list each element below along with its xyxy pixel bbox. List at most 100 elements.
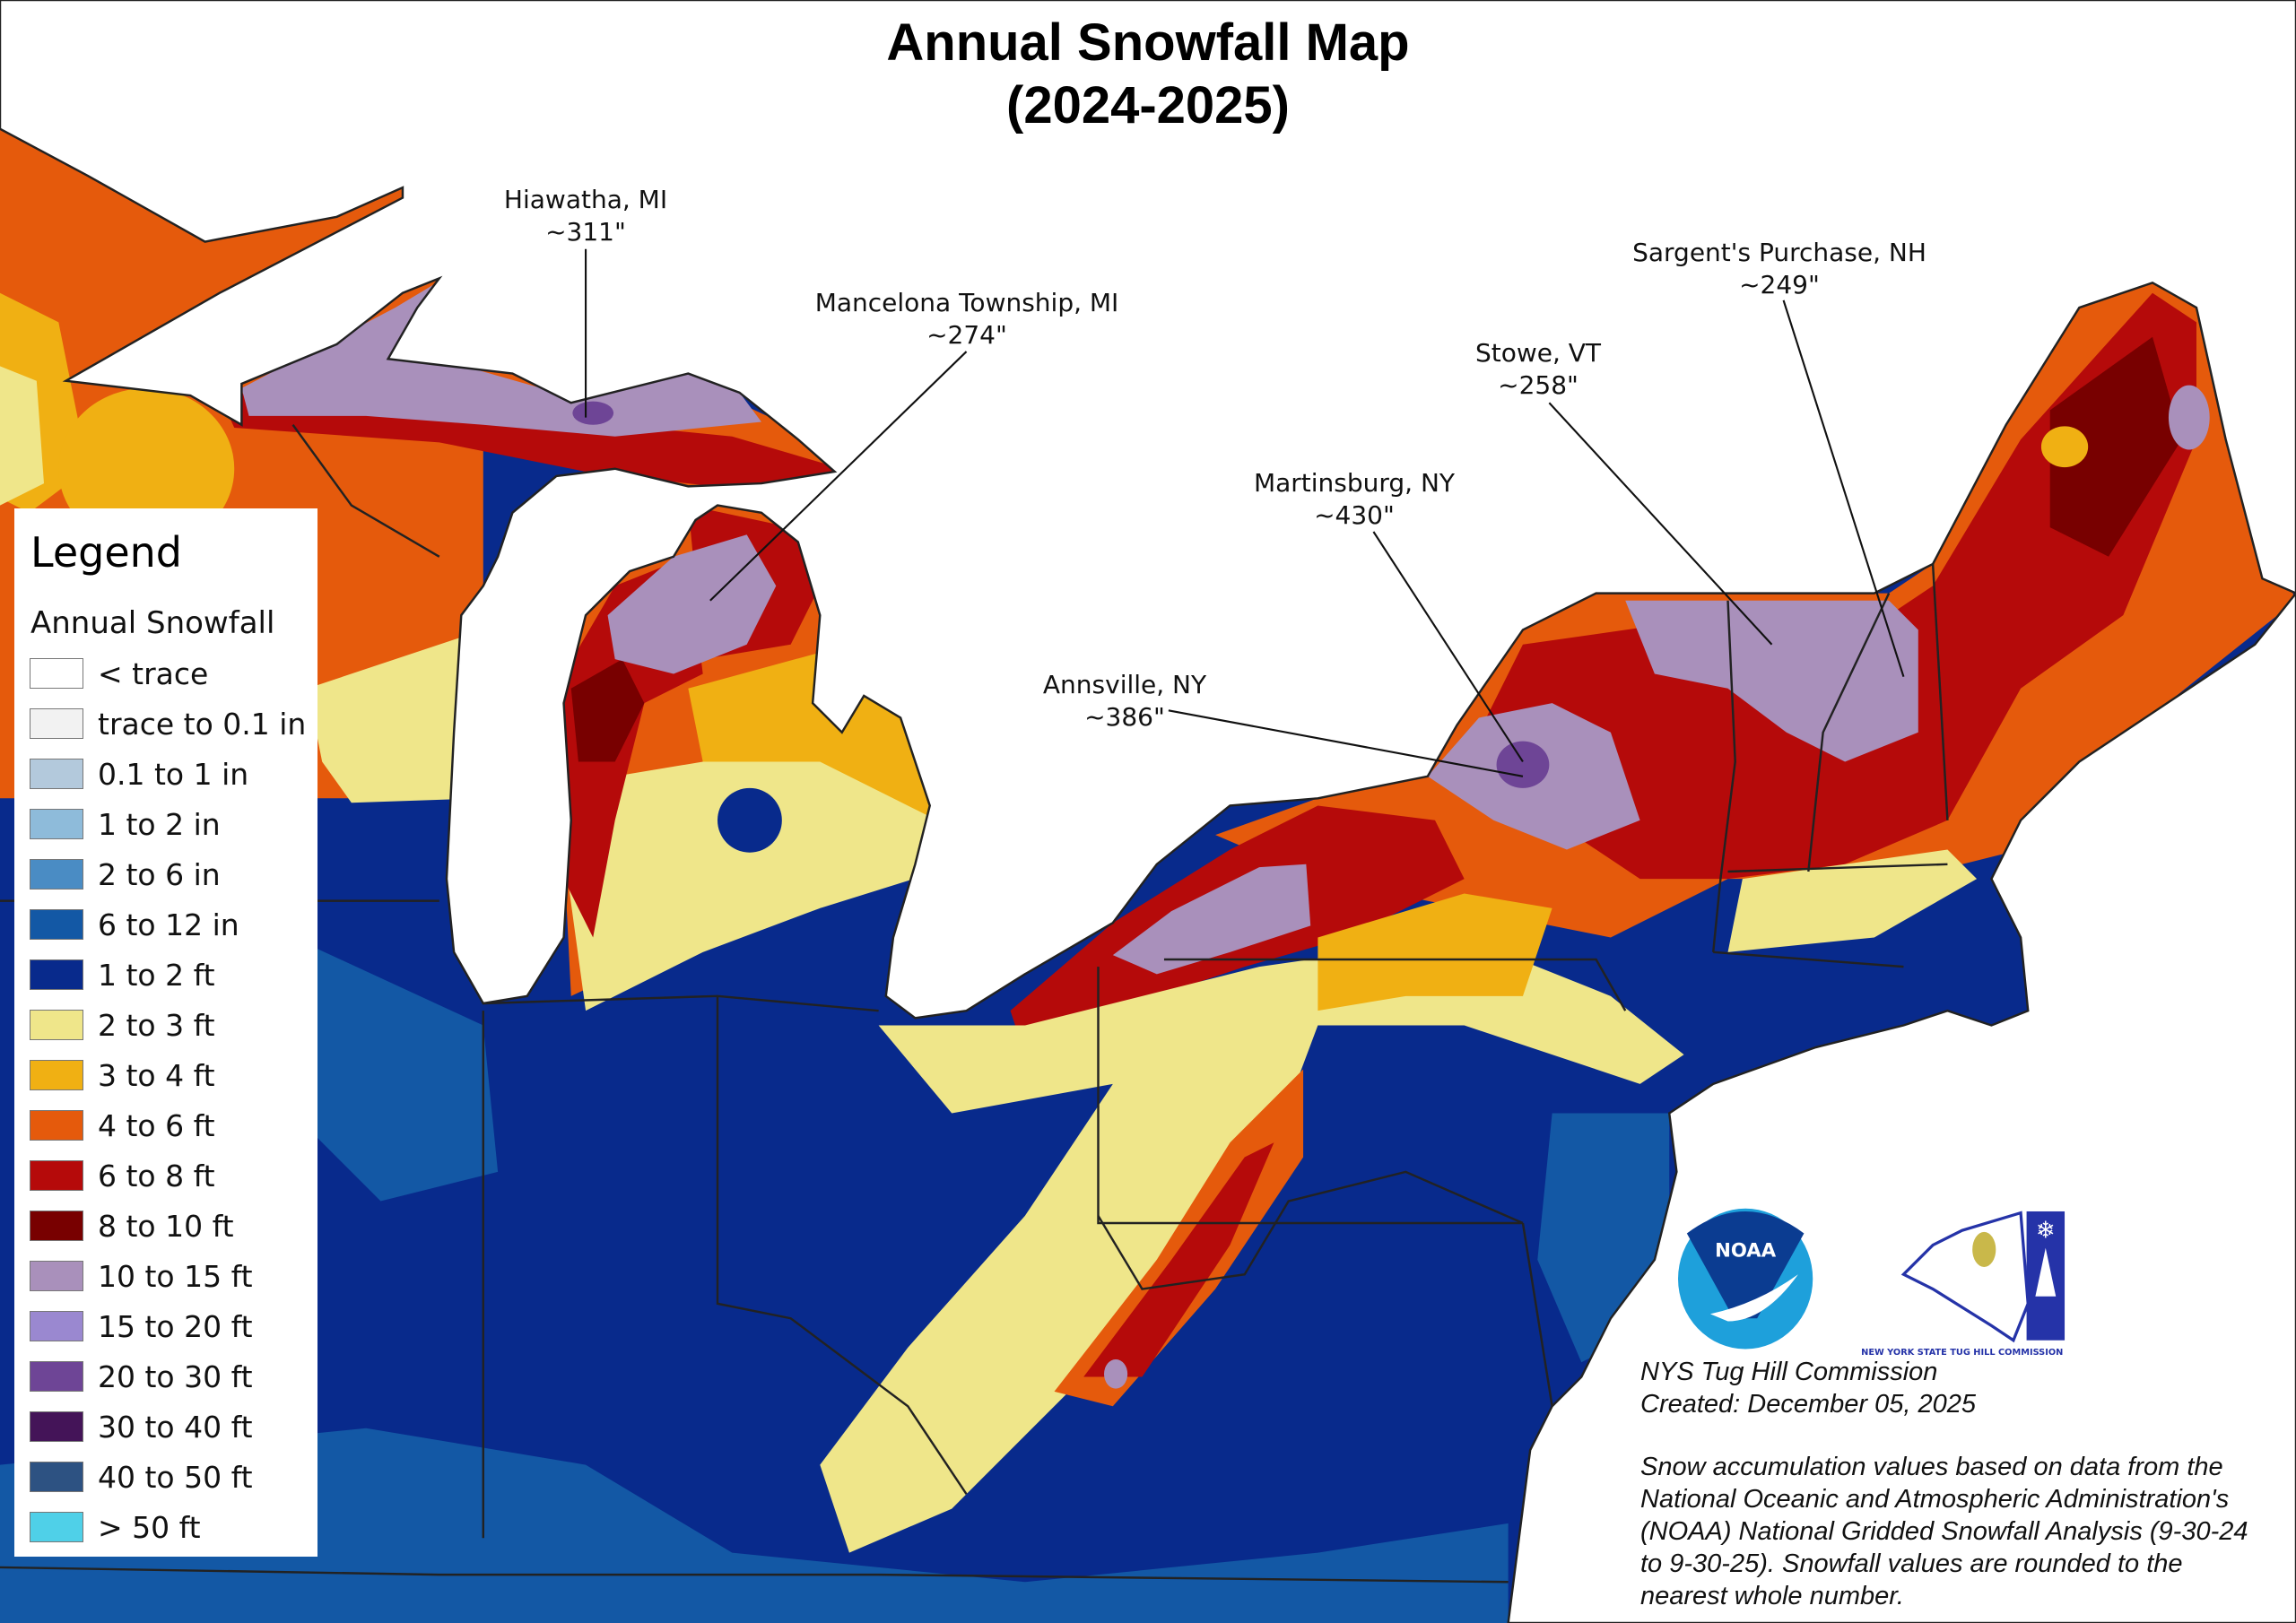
legend-swatch [30, 1411, 83, 1442]
region-10-15-ft [1104, 1358, 1128, 1389]
legend-swatch [30, 1361, 83, 1392]
svg-text:NEW YORK STATE TUG HILL COMMIS: NEW YORK STATE TUG HILL COMMISSION [1861, 1348, 2063, 1358]
region-2-3-ft [307, 629, 483, 803]
legend-label: 3 to 4 ft [98, 1057, 215, 1093]
legend-swatch [30, 1462, 83, 1492]
tug-hill-commission-logo: ❄ NEW YORK STATE TUG HILL COMMISSION [1861, 1211, 2066, 1358]
annotation-value: ~258" [1498, 370, 1578, 400]
legend-label: 6 to 12 in [98, 907, 239, 942]
credit-org: NYS Tug Hill Commission [1640, 1358, 1938, 1386]
legend-item: 3 to 4 ft [30, 1057, 215, 1093]
legend-swatch [30, 809, 83, 839]
annotation-place: Stowe, VT [1474, 338, 1602, 368]
legend-swatch [30, 1512, 83, 1542]
region-20-30-ft [1496, 741, 1550, 788]
region-10-15-ft [607, 534, 777, 674]
noaa-logo-text: NOAA [1715, 1240, 1777, 1263]
region-2-3-ft [1727, 849, 1978, 952]
legend-swatch [30, 959, 83, 990]
region-10-15-ft [241, 281, 761, 437]
region-8-10-ft [570, 659, 645, 762]
map-title: Annual Snowfall Map [886, 13, 1410, 72]
annotation-place: Sargent's Purchase, NH [1632, 238, 1926, 267]
legend-swatch [30, 1010, 83, 1040]
legend: Legend Annual Snowfall < trace trace to 0… [14, 508, 317, 1557]
legend-swatch [30, 1110, 83, 1141]
legend-swatch [30, 708, 83, 739]
legend-swatch [30, 759, 83, 789]
region-3-4-ft [2040, 426, 2089, 468]
credit-note: Snow accumulation values based on data f… [1640, 1453, 2248, 1610]
legend-item: 4 to 6 ft [30, 1107, 215, 1143]
annotation-place: Martinsburg, NY [1253, 468, 1456, 498]
region-10-15-ft [2168, 385, 2210, 450]
legend-item: 2 to 6 in [30, 856, 221, 892]
annotation-place: Annsville, NY [1042, 670, 1207, 699]
legend-item: 0.1 to 1 in [30, 756, 248, 792]
region-2-3-ft [563, 761, 937, 1011]
region-2-3-ft [0, 366, 44, 506]
annotation-stowe: Stowe, VT ~258" [1475, 337, 1601, 402]
legend-label: 2 to 3 ft [98, 1007, 215, 1043]
legend-item: 40 to 50 ft [30, 1459, 253, 1495]
region-20-30-ft [572, 401, 614, 425]
leader-lines [585, 248, 1905, 777]
legend-label: 4 to 6 ft [98, 1107, 215, 1143]
annotation-place: Mancelona Township, MI [814, 288, 1119, 317]
annotation-mancelona: Mancelona Township, MI ~274" [815, 287, 1119, 352]
region-10-15-ft [1112, 864, 1311, 975]
legend-item: 1 to 2 ft [30, 957, 215, 993]
legend-item: 2 to 3 ft [30, 1007, 215, 1043]
legend-subtitle: Annual Snowfall [30, 605, 275, 641]
legend-swatch [30, 1211, 83, 1241]
legend-label: 10 to 15 ft [98, 1258, 253, 1294]
svg-text:❄: ❄ [2036, 1216, 2056, 1243]
legend-label: 0.1 to 1 in [98, 756, 249, 792]
region-10-15-ft [1625, 600, 1918, 762]
annotation-hiawatha: Hiawatha, MI ~311" [504, 184, 667, 248]
noaa-logo: NOAA [1678, 1208, 1813, 1350]
annotation-value: ~311" [545, 217, 626, 247]
legend-label: 6 to 8 ft [98, 1158, 215, 1193]
region-1-to-2-ft [718, 787, 782, 853]
legend-swatch [30, 1311, 83, 1341]
legend-item: 30 to 40 ft [30, 1409, 253, 1445]
legend-item: 10 to 15 ft [30, 1258, 253, 1294]
annotation-value: ~274" [926, 320, 1007, 350]
legend-item: < trace [30, 655, 208, 691]
annotation-sargents-purchase: Sargent's Purchase, NH ~249" [1632, 237, 1926, 301]
legend-item: 6 to 12 in [30, 907, 239, 942]
legend-title: Legend [30, 528, 182, 577]
annotation-martinsburg: Martinsburg, NY ~430" [1254, 467, 1455, 532]
legend-label: 1 to 2 ft [98, 957, 215, 993]
annotation-annsville: Annsville, NY ~386" [1043, 669, 1206, 733]
legend-swatch [30, 1261, 83, 1291]
legend-swatch [30, 859, 83, 890]
annotation-value: ~249" [1739, 270, 1820, 299]
region-8-10-ft [2049, 336, 2182, 557]
legend-label: 30 to 40 ft [98, 1409, 253, 1445]
legend-swatch [30, 658, 83, 689]
legend-item: 15 to 20 ft [30, 1308, 253, 1344]
annotation-value: ~386" [1084, 702, 1165, 732]
region-4-6-ft [1054, 1069, 1304, 1407]
region-2-3-ft [820, 937, 1684, 1553]
credit-created: Created: December 05, 2025 [1640, 1390, 1976, 1419]
annotation-value: ~430" [1314, 500, 1395, 530]
legend-item: trace to 0.1 in [30, 706, 306, 742]
legend-item: 1 to 2 in [30, 806, 221, 842]
legend-label: 15 to 20 ft [98, 1308, 253, 1344]
region-6-8-ft [1464, 292, 2196, 880]
legend-item: 20 to 30 ft [30, 1358, 253, 1394]
state-borders [0, 424, 1949, 1584]
map-subtitle: (2024-2025) [1006, 76, 1290, 135]
legend-label: < trace [98, 655, 209, 691]
legend-label: trace to 0.1 in [98, 706, 307, 742]
legend-label: 2 to 6 in [98, 856, 221, 892]
legend-item: 8 to 10 ft [30, 1208, 234, 1244]
legend-swatch [30, 1160, 83, 1191]
legend-item: 6 to 8 ft [30, 1158, 215, 1193]
annotation-place: Hiawatha, MI [503, 185, 668, 214]
region-3-4-ft [1318, 893, 1552, 1011]
